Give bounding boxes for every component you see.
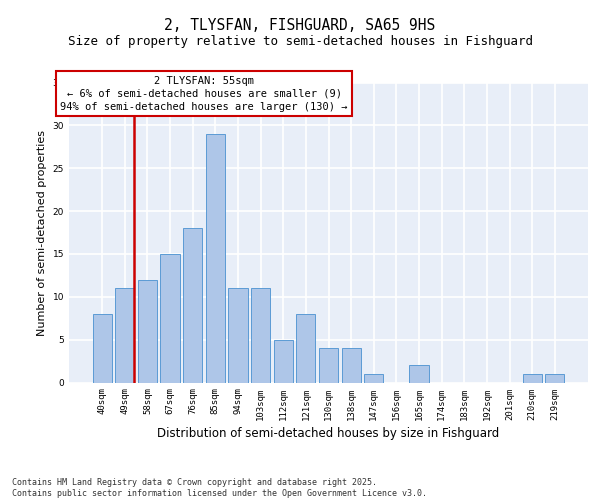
Text: Contains HM Land Registry data © Crown copyright and database right 2025.
Contai: Contains HM Land Registry data © Crown c… [12,478,427,498]
Bar [206,134,225,382]
Bar [319,348,338,382]
Bar [409,366,428,382]
Bar [523,374,542,382]
Bar [92,314,112,382]
Bar [274,340,293,382]
Text: Size of property relative to semi-detached houses in Fishguard: Size of property relative to semi-detach… [67,35,533,48]
Text: 2 TLYSFAN: 55sqm
← 6% of semi-detached houses are smaller (9)
94% of semi-detach: 2 TLYSFAN: 55sqm ← 6% of semi-detached h… [60,76,348,112]
Bar [138,280,157,382]
Text: 2, TLYSFAN, FISHGUARD, SA65 9HS: 2, TLYSFAN, FISHGUARD, SA65 9HS [164,18,436,32]
Bar [183,228,202,382]
Bar [364,374,383,382]
Bar [341,348,361,382]
Bar [296,314,316,382]
Bar [115,288,134,382]
X-axis label: Distribution of semi-detached houses by size in Fishguard: Distribution of semi-detached houses by … [157,426,500,440]
Bar [545,374,565,382]
Bar [251,288,270,382]
Bar [160,254,180,382]
Bar [229,288,248,382]
Y-axis label: Number of semi-detached properties: Number of semi-detached properties [37,130,47,336]
